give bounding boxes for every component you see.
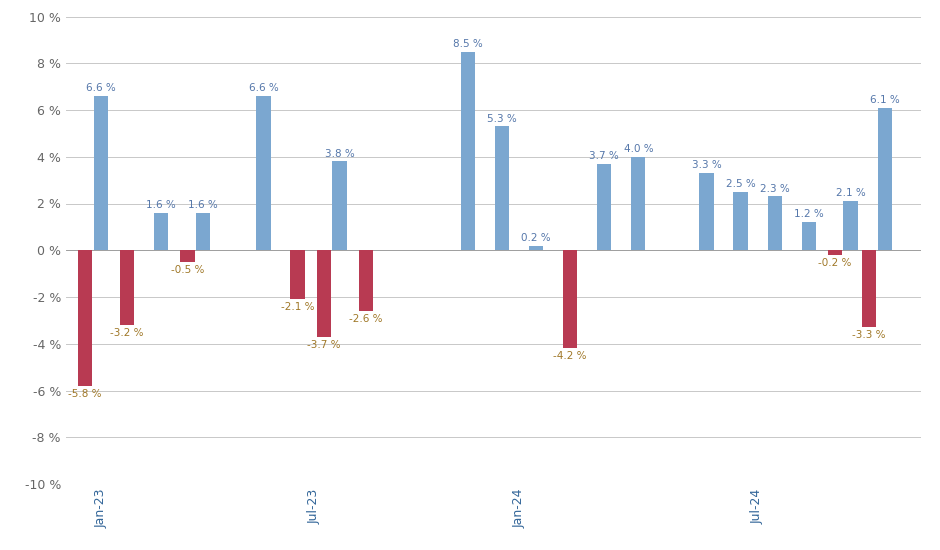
Bar bbox=[461, 52, 475, 250]
Bar bbox=[94, 96, 108, 250]
Bar bbox=[358, 250, 373, 311]
Text: 1.2 %: 1.2 % bbox=[794, 210, 823, 219]
Bar bbox=[529, 245, 543, 250]
Text: 0.2 %: 0.2 % bbox=[522, 233, 551, 243]
Text: 6.6 %: 6.6 % bbox=[86, 83, 116, 93]
Bar bbox=[257, 96, 271, 250]
Bar bbox=[333, 162, 347, 250]
Text: -3.2 %: -3.2 % bbox=[110, 328, 144, 338]
Text: 5.3 %: 5.3 % bbox=[487, 113, 517, 124]
Text: 1.6 %: 1.6 % bbox=[147, 200, 176, 210]
Bar bbox=[828, 250, 842, 255]
Bar bbox=[767, 196, 782, 250]
Bar bbox=[802, 222, 816, 250]
Bar bbox=[878, 108, 892, 250]
Text: -0.5 %: -0.5 % bbox=[171, 265, 204, 275]
Bar bbox=[563, 250, 577, 349]
Text: -5.8 %: -5.8 % bbox=[69, 389, 102, 399]
Bar bbox=[597, 164, 611, 250]
Text: 2.3 %: 2.3 % bbox=[760, 184, 790, 194]
Text: 3.7 %: 3.7 % bbox=[589, 151, 619, 161]
Text: -0.2 %: -0.2 % bbox=[819, 258, 852, 268]
Text: 6.6 %: 6.6 % bbox=[248, 83, 278, 93]
Text: -3.7 %: -3.7 % bbox=[307, 339, 340, 350]
Bar bbox=[862, 250, 876, 327]
Bar bbox=[733, 192, 747, 250]
Bar bbox=[180, 250, 195, 262]
Bar bbox=[290, 250, 305, 299]
Text: -3.3 %: -3.3 % bbox=[853, 330, 885, 340]
Bar bbox=[843, 201, 858, 250]
Bar bbox=[78, 250, 92, 386]
Text: 2.1 %: 2.1 % bbox=[836, 188, 866, 199]
Text: -2.6 %: -2.6 % bbox=[349, 314, 383, 324]
Bar bbox=[631, 157, 646, 250]
Text: 8.5 %: 8.5 % bbox=[453, 39, 483, 49]
Bar bbox=[196, 213, 211, 250]
Text: 1.6 %: 1.6 % bbox=[188, 200, 218, 210]
Text: -2.1 %: -2.1 % bbox=[281, 302, 314, 312]
Text: 3.8 %: 3.8 % bbox=[324, 148, 354, 158]
Text: 2.5 %: 2.5 % bbox=[726, 179, 756, 189]
Text: 4.0 %: 4.0 % bbox=[623, 144, 653, 154]
Text: 6.1 %: 6.1 % bbox=[870, 95, 900, 105]
Bar bbox=[120, 250, 134, 325]
Bar bbox=[699, 173, 713, 250]
Bar bbox=[317, 250, 331, 337]
Bar bbox=[154, 213, 168, 250]
Text: 3.3 %: 3.3 % bbox=[692, 160, 721, 170]
Bar bbox=[494, 126, 509, 250]
Text: -4.2 %: -4.2 % bbox=[554, 351, 587, 361]
